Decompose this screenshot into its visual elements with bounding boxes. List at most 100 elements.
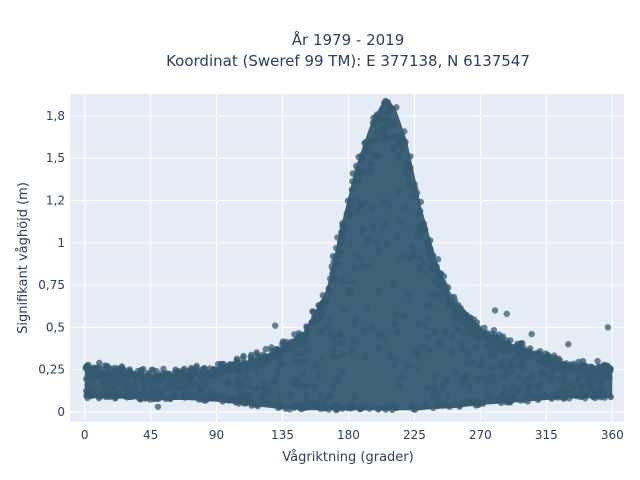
data-point — [207, 388, 214, 396]
data-point — [432, 266, 440, 274]
data-point — [585, 384, 593, 391]
data-point — [383, 240, 390, 248]
data-point — [349, 178, 356, 185]
data-point — [399, 145, 406, 153]
data-point — [501, 385, 508, 392]
x-axis-title: Vågriktning (grader) — [282, 450, 413, 465]
data-point — [167, 381, 174, 389]
data-point — [338, 229, 345, 236]
data-point — [159, 370, 166, 377]
data-point — [330, 272, 338, 279]
y-tick-label: 1 — [57, 236, 65, 250]
data-point — [499, 373, 506, 381]
data-point — [607, 365, 614, 373]
data-point — [475, 375, 482, 383]
chart-subtitle: Koordinat (Sweref 99 TM): E 377138, N 61… — [166, 52, 530, 70]
data-point — [413, 189, 421, 196]
data-point — [319, 299, 326, 306]
data-point — [423, 240, 431, 248]
data-point — [367, 167, 375, 175]
data-point — [288, 338, 295, 345]
data-point — [262, 345, 269, 353]
data-points — [82, 97, 614, 414]
y-tick-label: 1,8 — [46, 109, 65, 123]
data-point — [194, 370, 201, 378]
data-point — [531, 350, 538, 357]
data-point — [440, 401, 448, 408]
data-point — [180, 391, 188, 399]
data-point — [504, 347, 511, 354]
data-point — [352, 172, 360, 179]
data-point — [375, 246, 382, 254]
data-point — [411, 181, 418, 188]
x-axis-ticks: 0 45 90 135 180 225 270 315 360 — [81, 428, 624, 442]
data-point — [358, 262, 365, 270]
data-point — [100, 378, 108, 385]
data-point — [361, 168, 369, 175]
data-point — [119, 370, 126, 377]
data-point — [410, 251, 417, 258]
data-point — [281, 346, 288, 353]
data-point — [378, 107, 385, 115]
data-point — [197, 386, 205, 393]
data-point — [560, 370, 567, 378]
data-point — [460, 346, 467, 353]
data-point — [184, 373, 191, 380]
data-point — [590, 376, 597, 383]
data-point — [517, 342, 524, 349]
data-point — [273, 371, 281, 378]
data-point — [100, 366, 107, 373]
data-point — [391, 281, 398, 288]
data-point — [171, 393, 178, 400]
data-point — [334, 261, 341, 268]
data-point — [595, 370, 602, 377]
data-point — [353, 196, 360, 203]
data-point — [310, 400, 317, 408]
data-point — [266, 353, 273, 361]
data-point — [402, 169, 409, 177]
data-point — [358, 228, 366, 235]
data-point — [475, 329, 482, 336]
data-point — [380, 130, 387, 138]
data-point — [401, 128, 408, 135]
data-point — [444, 393, 451, 401]
data-point — [335, 249, 342, 256]
data-point — [441, 330, 449, 337]
data-point — [444, 284, 452, 291]
data-point — [400, 313, 407, 320]
chart-title: År 1979 - 2019 — [292, 30, 405, 49]
data-point — [289, 379, 297, 386]
data-point — [254, 368, 262, 375]
data-point — [578, 383, 586, 391]
data-point — [519, 365, 526, 372]
data-point — [430, 277, 437, 284]
data-point — [125, 369, 132, 376]
data-point — [338, 351, 345, 359]
data-point — [405, 174, 412, 181]
data-point — [297, 358, 304, 365]
data-point — [346, 240, 354, 247]
data-point — [351, 264, 358, 271]
data-point — [362, 199, 369, 206]
data-point — [417, 198, 425, 206]
data-point — [540, 361, 547, 368]
data-point — [484, 389, 492, 397]
data-point — [240, 397, 247, 405]
data-point — [380, 198, 388, 205]
data-point — [115, 391, 123, 398]
data-point — [398, 219, 405, 226]
data-point — [388, 118, 395, 125]
data-point — [417, 208, 424, 215]
data-point — [219, 392, 226, 399]
data-point — [339, 234, 346, 242]
data-point — [425, 385, 432, 392]
data-point — [299, 382, 306, 390]
data-point — [414, 320, 422, 328]
data-point — [422, 401, 429, 408]
data-point — [514, 386, 521, 393]
data-point — [375, 406, 382, 413]
data-point — [402, 165, 409, 172]
data-point — [459, 399, 467, 406]
data-point — [185, 368, 192, 375]
data-point — [348, 288, 355, 295]
